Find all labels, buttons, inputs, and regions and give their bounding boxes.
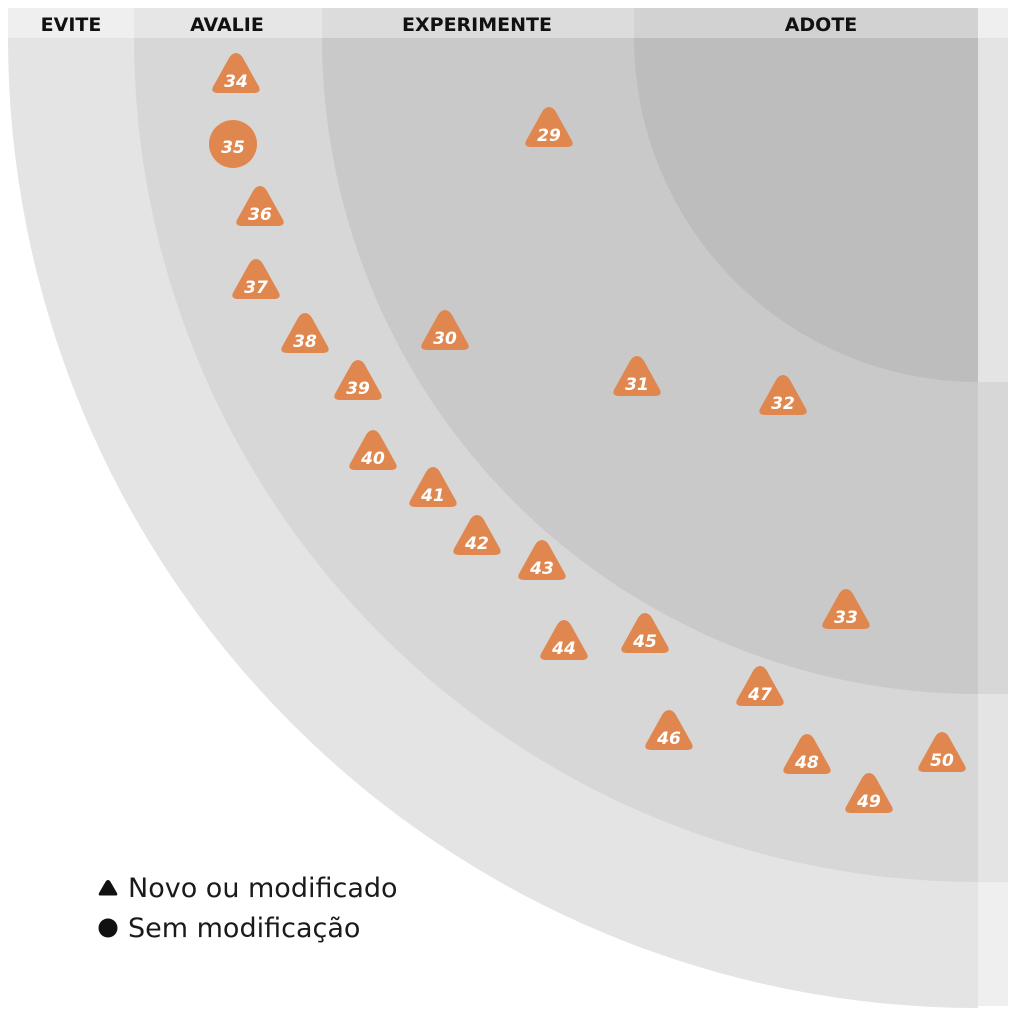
blip-31[interactable]: 31 (613, 356, 661, 396)
blip-triangle-shape (453, 515, 501, 555)
side-strip-band-experimente (978, 38, 1008, 382)
blip-number: 40 (360, 449, 385, 469)
blip-29[interactable]: 29 (525, 107, 573, 147)
blip-triangle-shape (621, 613, 669, 653)
blip-50[interactable]: 50 (918, 732, 966, 772)
blip-number: 46 (656, 729, 681, 749)
blip-40[interactable]: 40 (349, 430, 397, 470)
blips-layer: 29 30 31 32 33 34 35 36 37 38 39 40 41 42 43 44 45 46 47 48… (209, 53, 966, 813)
blip-triangle-shape (783, 734, 831, 774)
blip-triangle-shape (212, 53, 260, 93)
header-bar-evite (8, 8, 134, 38)
blip-number: 33 (834, 608, 858, 628)
blip-triangle-shape (281, 313, 329, 353)
blip-triangle-shape (845, 773, 893, 813)
blip-38[interactable]: 38 (281, 313, 329, 353)
blip-30[interactable]: 30 (421, 310, 469, 350)
legend-label-unchanged: Sem modificação (128, 912, 361, 944)
blip-39[interactable]: 39 (334, 360, 382, 400)
ring-label-adote: ADOTE (785, 14, 858, 36)
blip-triangle-shape (822, 589, 870, 629)
blip-number: 49 (856, 792, 881, 812)
blip-number: 50 (930, 751, 954, 771)
blip-45[interactable]: 45 (621, 613, 669, 653)
blip-number: 41 (420, 486, 445, 506)
blip-number: 44 (551, 639, 576, 659)
blip-triangle-shape (518, 540, 566, 580)
blip-triangle-shape (918, 732, 966, 772)
blip-41[interactable]: 41 (409, 467, 457, 507)
blip-33[interactable]: 33 (822, 589, 870, 629)
blip-triangle-shape (232, 259, 280, 299)
blip-42[interactable]: 42 (453, 515, 501, 555)
blip-number: 37 (244, 278, 268, 298)
blip-34[interactable]: 34 (212, 53, 260, 93)
blip-triangle-shape (349, 430, 397, 470)
blip-47[interactable]: 47 (736, 666, 784, 706)
blip-number: 34 (224, 72, 248, 92)
blip-triangle-shape (334, 360, 382, 400)
blip-triangle-shape (525, 107, 573, 147)
ring-label-experimente: EXPERIMENTE (402, 14, 552, 36)
header-bar-adote (634, 8, 978, 38)
blip-44[interactable]: 44 (540, 620, 588, 660)
legend-item-new: Novo ou modificado (96, 868, 398, 908)
blip-triangle-shape (759, 375, 807, 415)
blip-48[interactable]: 48 (783, 734, 831, 774)
ring-label-avalie: AVALIE (190, 14, 264, 36)
blip-triangle-shape (540, 620, 588, 660)
blip-number: 42 (464, 534, 489, 554)
blip-number: 32 (771, 394, 795, 414)
blip-37[interactable]: 37 (232, 259, 280, 299)
blip-number: 31 (625, 375, 649, 395)
ring-adote (634, 38, 978, 382)
triangle-icon (98, 880, 118, 896)
header-bar-avalie (134, 8, 322, 38)
circle-icon (98, 918, 118, 938)
blip-number: 39 (346, 379, 370, 399)
blip-32[interactable]: 32 (759, 375, 807, 415)
blip-number: 29 (537, 126, 561, 146)
header-bar-corner (978, 8, 1008, 38)
blip-49[interactable]: 49 (845, 773, 893, 813)
blip-circle-shape (209, 120, 257, 168)
side-strip-band-evite (978, 694, 1008, 882)
blip-number: 47 (747, 685, 772, 705)
legend-label-new: Novo ou modificado (128, 872, 398, 904)
blip-triangle-shape (645, 710, 693, 750)
blip-triangle-shape (736, 666, 784, 706)
blip-number: 35 (221, 138, 245, 158)
blip-number: 30 (433, 329, 457, 349)
blip-triangle-shape (409, 467, 457, 507)
blip-number: 45 (632, 632, 657, 652)
side-strip-band-avalie (978, 382, 1008, 694)
blip-35[interactable]: 35 (209, 120, 257, 168)
legend-item-unchanged: Sem modificação (96, 908, 398, 948)
header-bar-experimente (322, 8, 634, 38)
blip-36[interactable]: 36 (236, 186, 284, 226)
blip-number: 43 (529, 559, 554, 579)
blip-number: 48 (794, 753, 819, 773)
blip-number: 36 (248, 205, 272, 225)
blip-triangle-shape (421, 310, 469, 350)
blip-triangle-shape (613, 356, 661, 396)
blip-number: 38 (293, 332, 317, 352)
blip-43[interactable]: 43 (518, 540, 566, 580)
legend: Novo ou modificado Sem modificação (96, 868, 398, 948)
blip-46[interactable]: 46 (645, 710, 693, 750)
ring-label-evite: EVITE (41, 14, 102, 36)
blip-triangle-shape (236, 186, 284, 226)
